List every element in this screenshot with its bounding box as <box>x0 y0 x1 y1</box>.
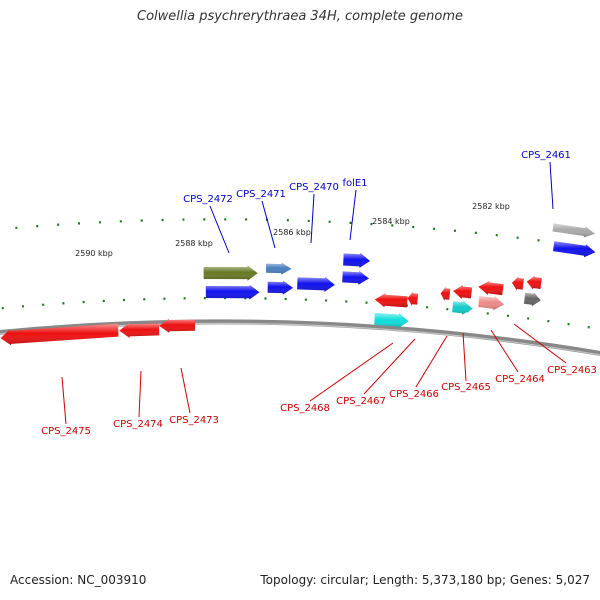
cps-2474-leader <box>138 370 142 418</box>
genome-summary-text: Topology: circular; Length: 5,373,180 bp… <box>260 573 590 587</box>
accession-text: Accession: NC_003910 <box>10 573 147 587</box>
gene-cps-2471-shading <box>266 262 292 275</box>
cps-2465-leader <box>462 332 467 382</box>
cps-2461-leader <box>549 161 554 210</box>
reverse-gene-1-shading <box>523 292 541 307</box>
forward-gene-8-shading <box>205 284 260 300</box>
cps-2470-leader <box>310 193 315 244</box>
scale-label: 2588 kbp <box>175 239 213 248</box>
gene-cps-2468-shading <box>374 312 409 329</box>
cps-2465-label[interactable]: CPS_2465 <box>441 382 491 393</box>
cps-2474-label[interactable]: CPS_2474 <box>113 419 163 430</box>
gene-cps-2467-shading <box>407 291 419 306</box>
gene-features <box>0 223 596 346</box>
reverse-gene-2-shading <box>526 275 542 290</box>
label-leaders <box>61 161 567 425</box>
cps-2475-label[interactable]: CPS_2475 <box>41 426 91 437</box>
cps-2464-label[interactable]: CPS_2464 <box>495 374 545 385</box>
scale-ticks: 2590 kbp 2588 kbp 2586 kbp 2584 kbp 2582 kbp <box>1 202 590 329</box>
gene-cps-2461-shading <box>552 223 596 238</box>
cps-2464-leader <box>490 329 519 373</box>
gene-cps-2473-shading <box>159 318 196 333</box>
scale-label: 2584 kbp <box>372 217 410 226</box>
cps-2475-leader <box>61 376 67 425</box>
cps-2468-label[interactable]: CPS_2468 <box>280 403 330 414</box>
scale-label: 2590 kbp <box>75 249 113 258</box>
gene-cps-2474-shading <box>119 322 160 338</box>
gene-fole1-shading <box>343 252 371 268</box>
reverse-gene-6-shading <box>452 300 473 315</box>
fole1-label[interactable]: folE1 <box>342 178 367 189</box>
gene-cps-2465-shading <box>453 285 473 299</box>
cps-2467-leader <box>363 338 416 395</box>
cps-2467-label[interactable]: CPS_2467 <box>336 396 386 407</box>
cps-2473-leader <box>180 367 191 414</box>
cps-2466-label[interactable]: CPS_2466 <box>389 389 439 400</box>
gene-cps-2472-shading <box>203 265 258 281</box>
scale-label: 2586 kbp <box>273 228 311 237</box>
gene-cps-2467-shading <box>374 293 408 308</box>
cps-2472-label[interactable]: CPS_2472 <box>183 194 233 205</box>
cps-2461-label[interactable]: CPS_2461 <box>521 150 571 161</box>
gene-cps-2464-shading <box>478 281 504 296</box>
gene-cps-2475-shading <box>0 323 119 346</box>
cps-2472-leader <box>209 205 230 254</box>
cps-2470-label[interactable]: CPS_2470 <box>289 182 339 193</box>
cps-2463-leader <box>513 323 567 364</box>
cps-2463-label[interactable]: CPS_2463 <box>547 365 597 376</box>
gene-cps-2466-shading <box>440 286 451 301</box>
reverse-gene-3-shading <box>512 276 524 291</box>
scale-label: 2582 kbp <box>472 202 510 211</box>
gene-cps-2470-shading <box>297 276 335 292</box>
map-title: Colwellia psychrerythraea 34H, complete … <box>137 9 463 24</box>
cps-2471-leader <box>261 200 276 249</box>
forward-gene-1-shading <box>553 241 596 258</box>
forward-gene-6-shading <box>267 280 294 295</box>
reverse-gene-4-shading <box>478 296 505 311</box>
cps-2473-label[interactable]: CPS_2473 <box>169 415 219 426</box>
forward-gene-3-shading <box>342 270 369 285</box>
cps-2471-label[interactable]: CPS_2471 <box>236 189 286 200</box>
cps-2466-leader <box>415 335 448 388</box>
fole1-leader <box>349 189 357 241</box>
cps-2468-leader <box>309 342 394 402</box>
